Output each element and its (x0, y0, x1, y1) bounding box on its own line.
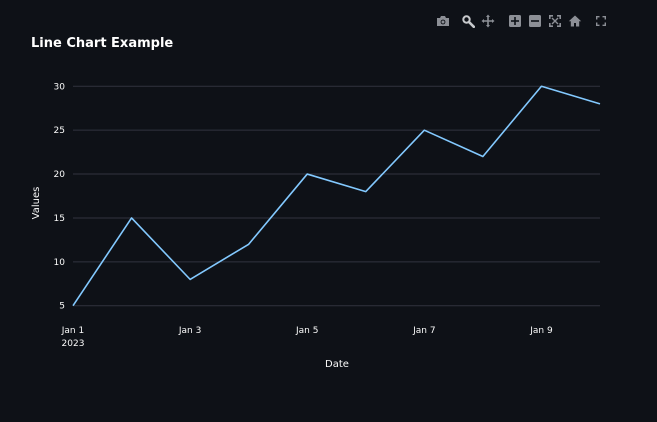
fullscreen-icon[interactable] (592, 12, 610, 30)
x-axis: Jan 1 2023 Jan 3 Jan 5 Jan 7 Jan 9 (61, 326, 553, 349)
autoscale-icon[interactable] (546, 12, 564, 30)
x-tick-label: Jan 7 (412, 326, 435, 336)
x-tick-label: Jan 3 (178, 326, 201, 336)
y-axis: 5 10 15 20 25 30 (54, 82, 66, 311)
y-tick-label: 10 (54, 258, 66, 268)
y-tick-label: 15 (54, 214, 65, 224)
series-layer (69, 82, 604, 310)
data-point[interactable] (420, 126, 428, 134)
data-point[interactable] (245, 240, 253, 248)
data-point[interactable] (69, 302, 77, 310)
data-point[interactable] (596, 100, 604, 108)
x-tick-sublabel: 2023 (62, 339, 85, 349)
y-axis-title: Values (31, 187, 42, 220)
y-tick-label: 30 (54, 82, 66, 92)
modebar (434, 12, 614, 32)
camera-icon[interactable] (434, 12, 452, 30)
data-point[interactable] (362, 188, 370, 196)
x-axis-title: Date (325, 359, 349, 370)
home-icon[interactable] (566, 12, 584, 30)
gridlines (73, 85, 600, 307)
x-tick-label: Jan 9 (529, 326, 553, 336)
y-tick-label: 5 (59, 302, 65, 312)
series-line (72, 85, 601, 307)
x-tick-label: Jan 5 (295, 326, 318, 336)
data-point[interactable] (479, 153, 487, 161)
zoom-icon[interactable] (459, 12, 477, 30)
data-point[interactable] (303, 170, 311, 178)
pan-icon[interactable] (479, 12, 497, 30)
y-tick-label: 20 (54, 170, 66, 180)
zoom-out-icon[interactable] (526, 12, 544, 30)
data-point[interactable] (128, 214, 136, 222)
zoom-in-icon[interactable] (506, 12, 524, 30)
data-point[interactable] (186, 275, 194, 283)
x-tick-label: Jan 1 (61, 326, 84, 336)
data-point[interactable] (537, 82, 545, 90)
y-tick-label: 25 (54, 126, 65, 136)
chart-title: Line Chart Example (31, 36, 174, 51)
